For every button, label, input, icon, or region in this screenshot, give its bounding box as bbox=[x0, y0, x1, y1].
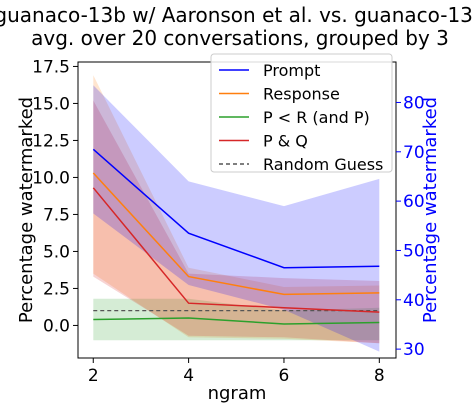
y-left-tick-label: 17.5 bbox=[32, 57, 70, 77]
series-lines bbox=[92, 148, 380, 325]
y-axis-right: 30 40 50 60 70 80 bbox=[396, 93, 425, 360]
y-left-tick-label: 7.5 bbox=[43, 205, 70, 225]
y-left-tick-label: 12.5 bbox=[32, 131, 70, 151]
y-axis-left: 0.0 2.5 5.0 7.5 10.0 12.5 15.0 17.5 bbox=[32, 57, 78, 336]
x-axis: 2 4 6 8 bbox=[88, 358, 385, 386]
x-tick-label: 4 bbox=[183, 366, 194, 386]
y-axis-right-label: Percentage watermarked bbox=[420, 97, 441, 323]
line-response bbox=[92, 172, 380, 296]
y-right-tick-label: 70 bbox=[403, 143, 425, 163]
chart-title-line2: avg. over 20 conversations, grouped by 3 bbox=[31, 26, 449, 50]
legend-label-response: Response bbox=[263, 85, 340, 104]
band-response bbox=[93, 75, 380, 344]
legend-box bbox=[210, 53, 393, 173]
band-p-q bbox=[93, 100, 380, 344]
line-p-q bbox=[92, 187, 380, 313]
legend-label-p-q: P & Q bbox=[263, 132, 308, 151]
y-right-tick-label: 80 bbox=[403, 93, 425, 113]
y-right-tick-label: 30 bbox=[403, 340, 425, 360]
y-right-tick-label: 40 bbox=[403, 291, 425, 311]
band-p-r-and-p bbox=[93, 298, 380, 341]
x-tick-label: 2 bbox=[88, 366, 99, 386]
chart-title-line1: guanaco-13b w/ Aaronson et al. vs. guana… bbox=[0, 3, 474, 27]
legend-label-random-guess: Random Guess bbox=[263, 155, 383, 174]
legend: Prompt Response P < R (and P) P & Q Random G… bbox=[210, 53, 393, 174]
plot-area bbox=[77, 61, 397, 359]
x-tick-label: 8 bbox=[374, 366, 385, 386]
y-right-tick-label: 60 bbox=[403, 192, 425, 212]
x-tick-label: 6 bbox=[279, 366, 290, 386]
y-left-tick-label: 5.0 bbox=[43, 242, 70, 262]
confidence-bands bbox=[93, 75, 380, 352]
y-left-tick-label: 10.0 bbox=[32, 168, 70, 188]
legend-label-prompt: Prompt bbox=[263, 61, 320, 80]
line-prompt bbox=[92, 148, 380, 269]
y-left-tick-label: 15.0 bbox=[32, 94, 70, 114]
y-left-tick-label: 2.5 bbox=[43, 279, 70, 299]
x-axis-label: ngram bbox=[208, 383, 267, 404]
y-axis-left-label: Percentage watermarked bbox=[16, 97, 37, 323]
y-left-tick-label: 0.0 bbox=[43, 316, 70, 336]
y-right-tick-label: 50 bbox=[403, 241, 425, 261]
band-prompt bbox=[93, 85, 380, 352]
legend-label-p-r-and-p: P < R (and P) bbox=[263, 108, 370, 127]
line-p-r-and-p bbox=[93, 317, 380, 325]
